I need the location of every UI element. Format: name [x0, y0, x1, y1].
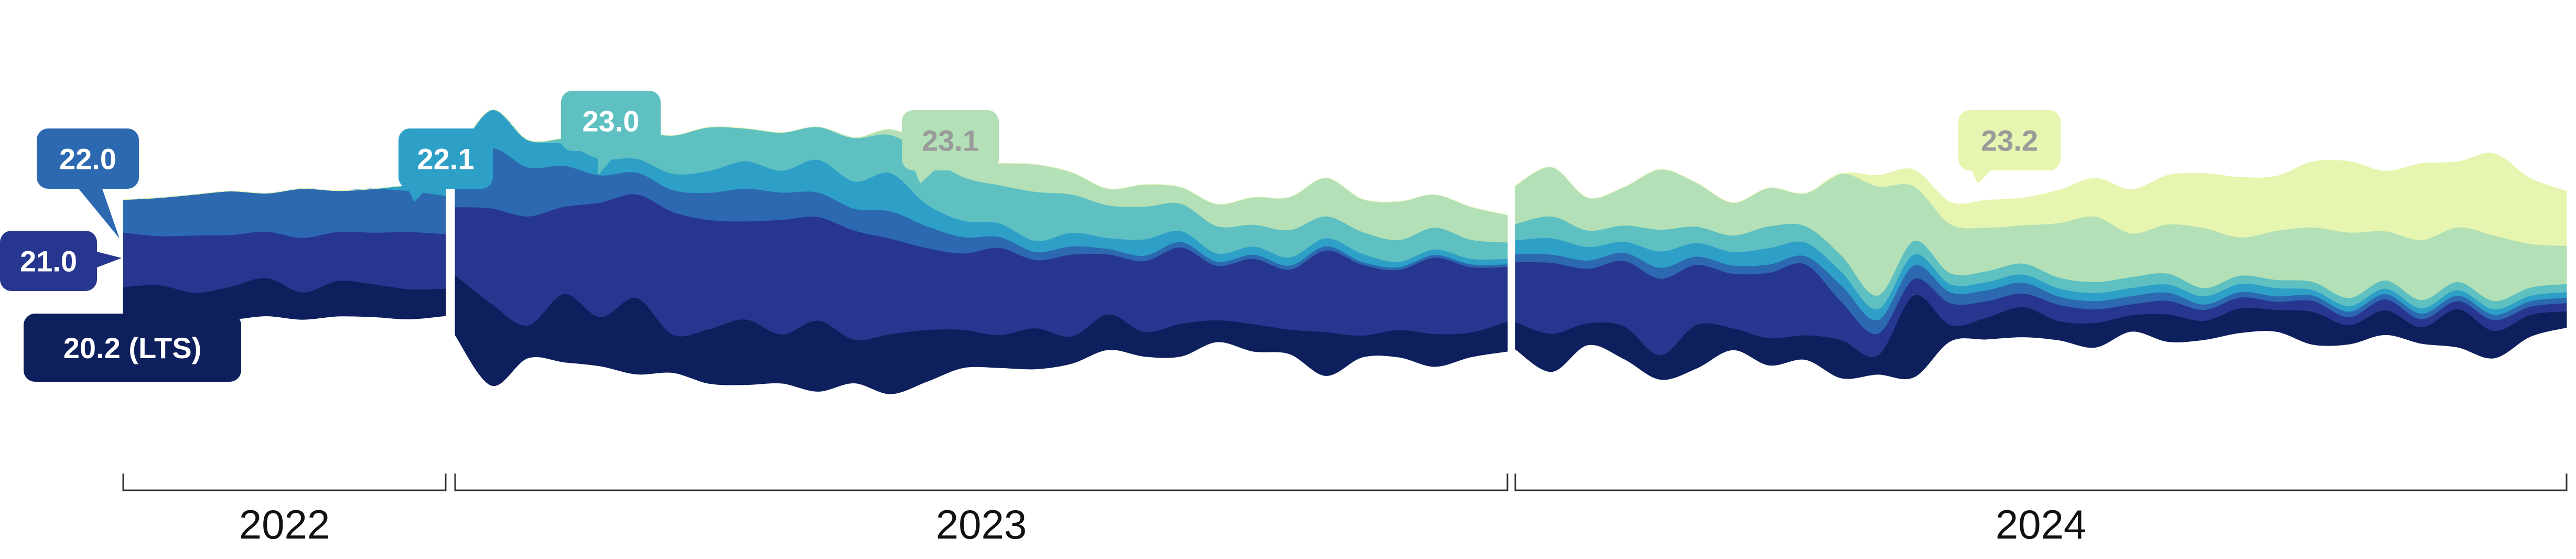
tag-box [398, 128, 493, 189]
stream-layer-23-2-2024 [1515, 153, 2567, 246]
release-tag-23-2: 23.2 [1958, 110, 2061, 184]
tag-box [561, 91, 661, 151]
tag-box [37, 128, 139, 189]
tag-pointer [915, 170, 934, 184]
release-tags: 22.0 21.0 20.2 (LTS) 22.1 23.0 23.1 23.2 [0, 91, 2061, 382]
tag-box [0, 231, 97, 291]
stream-layers [123, 110, 2567, 394]
tag-label: 22.1 [417, 143, 475, 176]
release-tag-22-1: 22.1 [398, 128, 493, 202]
tag-pointer [126, 291, 144, 314]
year-axis: 2022 2023 2024 [122, 474, 2568, 547]
tag-label: 23.2 [1981, 124, 2038, 157]
tag-pointer [79, 189, 120, 239]
stream-layer-23-2-2023 [455, 110, 1508, 216]
release-tag-20-2-lts: 20.2 (LTS) [24, 291, 241, 382]
release-tag-22-0: 22.0 [37, 128, 139, 239]
year-label-2022: 2022 [239, 501, 330, 547]
tag-label: 22.0 [59, 143, 116, 176]
tag-pointer [598, 151, 619, 176]
release-tag-23-0: 23.0 [561, 91, 661, 176]
tag-box [24, 314, 241, 382]
year-bracket-2022 [122, 474, 447, 491]
tag-pointer [408, 189, 427, 202]
tag-label: 23.1 [922, 124, 979, 157]
year-bracket-2023 [454, 474, 1508, 491]
stream-layer-21-0-2022 [123, 231, 446, 293]
tag-label: 23.0 [583, 105, 640, 138]
year-bracket-2024 [1514, 474, 2568, 491]
tag-pointer [1971, 170, 1991, 184]
tag-box [1958, 110, 2061, 170]
stream-layer-22-0-2022 [123, 188, 446, 238]
tag-box [902, 110, 999, 170]
year-label-2023: 2023 [936, 501, 1027, 547]
tag-label: 20.2 (LTS) [63, 331, 201, 364]
release-tag-23-1: 23.1 [902, 110, 999, 184]
tag-pointer [97, 252, 122, 267]
tag-label: 21.0 [20, 245, 77, 278]
release-tag-21-0: 21.0 [0, 231, 122, 291]
year-label-2024: 2024 [1996, 501, 2087, 547]
